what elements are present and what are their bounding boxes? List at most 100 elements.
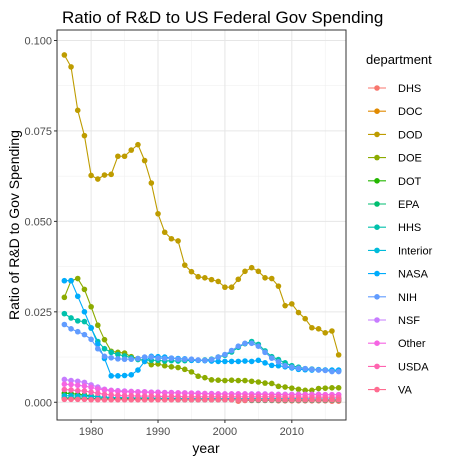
point-doe-2014	[315, 385, 322, 392]
y-tick-label: 0.000	[24, 397, 52, 409]
point-nih-1999	[215, 354, 222, 360]
point-dod-1993	[175, 238, 181, 244]
point-nih-2006	[262, 349, 268, 356]
point-dod-1998	[208, 276, 215, 283]
point-dod-1997	[202, 275, 208, 281]
point-nasa-2004	[248, 358, 255, 365]
point-va-2009	[282, 396, 288, 403]
point-va-2012	[302, 396, 308, 403]
point-va-1995	[188, 396, 195, 403]
point-dod-2001	[228, 284, 235, 291]
point-nasa-1986	[128, 371, 135, 378]
point-doe-1993	[175, 364, 181, 371]
point-doe-1994	[181, 366, 188, 373]
point-dod-1986	[128, 147, 135, 153]
point-nih-1980	[88, 336, 94, 343]
point-nih-1988	[141, 354, 148, 360]
point-dod-2010	[289, 301, 295, 307]
point-doe-2004	[248, 378, 255, 385]
point-dod-2007	[268, 275, 275, 282]
point-nih-1996	[195, 357, 201, 363]
legend-label-epa: EPA	[398, 199, 420, 211]
legend-key-point-dhs	[374, 85, 380, 91]
point-nasa-1979	[81, 309, 88, 315]
point-doe-2009	[282, 384, 288, 390]
point-doe-2006	[262, 380, 268, 386]
point-nasa-1987	[135, 367, 141, 373]
point-dod-2006	[262, 275, 268, 281]
point-va-1990	[155, 396, 161, 403]
point-usda-1980	[88, 389, 94, 395]
point-dod-2014	[315, 326, 322, 332]
point-doe-2005	[255, 379, 262, 385]
point-dod-2015	[322, 330, 329, 336]
x-tick-label: 1990	[146, 426, 170, 438]
point-nih-2001	[228, 347, 235, 354]
point-doe-1992	[168, 364, 175, 370]
point-doe-1976	[61, 294, 68, 301]
point-usda-1979	[81, 388, 88, 394]
legend-key-point-nasa	[374, 270, 380, 277]
y-axis-title: Ratio of R&D to Gov Spending	[6, 130, 22, 320]
point-doe-2011	[295, 386, 302, 393]
point-nasa-2007	[268, 362, 275, 369]
point-nih-2004	[248, 340, 255, 347]
point-nih-2013	[309, 366, 315, 373]
point-hhs-1979	[81, 318, 88, 325]
point-doe-1998	[208, 377, 215, 383]
y-tick-label: 0.050	[24, 216, 52, 228]
point-nasa-2006	[262, 360, 268, 366]
legend-label-usda: USDA	[398, 361, 429, 373]
point-nih-2012	[302, 365, 308, 372]
point-usda-1985	[121, 392, 128, 399]
legend-key-point-dot	[374, 178, 380, 184]
point-nasa-1976	[61, 277, 68, 284]
point-other-1980	[88, 384, 94, 391]
point-va-2017	[335, 396, 342, 403]
point-dod-1995	[188, 268, 195, 275]
legend-label-dot: DOT	[398, 176, 422, 188]
point-usda-1978	[74, 387, 81, 394]
x-tick-label: 2000	[213, 426, 237, 438]
point-dod-2008	[275, 283, 282, 289]
legend-key-point-other	[374, 340, 380, 347]
point-va-1985	[121, 396, 128, 403]
point-va-1982	[101, 396, 108, 403]
point-va-2001	[228, 396, 235, 403]
point-nih-1982	[101, 353, 108, 360]
point-dod-2004	[248, 264, 255, 271]
point-va-2000	[222, 396, 228, 403]
point-nih-1989	[148, 354, 155, 360]
point-dod-1981	[95, 176, 101, 182]
point-dod-2005	[255, 268, 262, 275]
point-nih-1976	[61, 321, 68, 328]
legend-key-point-nsf	[374, 317, 380, 323]
point-other-1976	[61, 381, 68, 387]
point-nasa-2002	[235, 358, 242, 365]
point-dod-1982	[101, 172, 108, 178]
point-va-1991	[161, 396, 168, 403]
point-nsf-1978	[74, 378, 81, 385]
point-other-1986	[128, 388, 135, 395]
legend-label-nih: NIH	[398, 292, 417, 304]
point-doe-1981	[95, 322, 101, 329]
chart-title: Ratio of R&D to US Federal Gov Spending	[62, 8, 383, 27]
point-dod-2003	[242, 268, 248, 275]
legend-key-point-usda	[374, 363, 380, 370]
point-nih-1986	[128, 356, 135, 363]
point-va-2002	[235, 396, 242, 403]
legend-label-hhs: HHS	[398, 222, 421, 234]
point-va-2010	[289, 396, 295, 403]
point-nasa-2003	[242, 358, 248, 364]
legend-title: department	[366, 52, 432, 67]
point-usda-1981	[95, 390, 101, 397]
point-doe-2001	[228, 377, 235, 384]
point-nasa-2001	[228, 358, 235, 365]
point-nasa-1983	[108, 373, 114, 379]
point-doe-2003	[242, 377, 248, 384]
point-doe-1982	[101, 336, 108, 343]
legend-label-other: Other	[398, 338, 426, 350]
point-doe-2002	[235, 377, 242, 384]
point-usda-1986	[128, 392, 135, 399]
point-va-2004	[248, 396, 255, 403]
